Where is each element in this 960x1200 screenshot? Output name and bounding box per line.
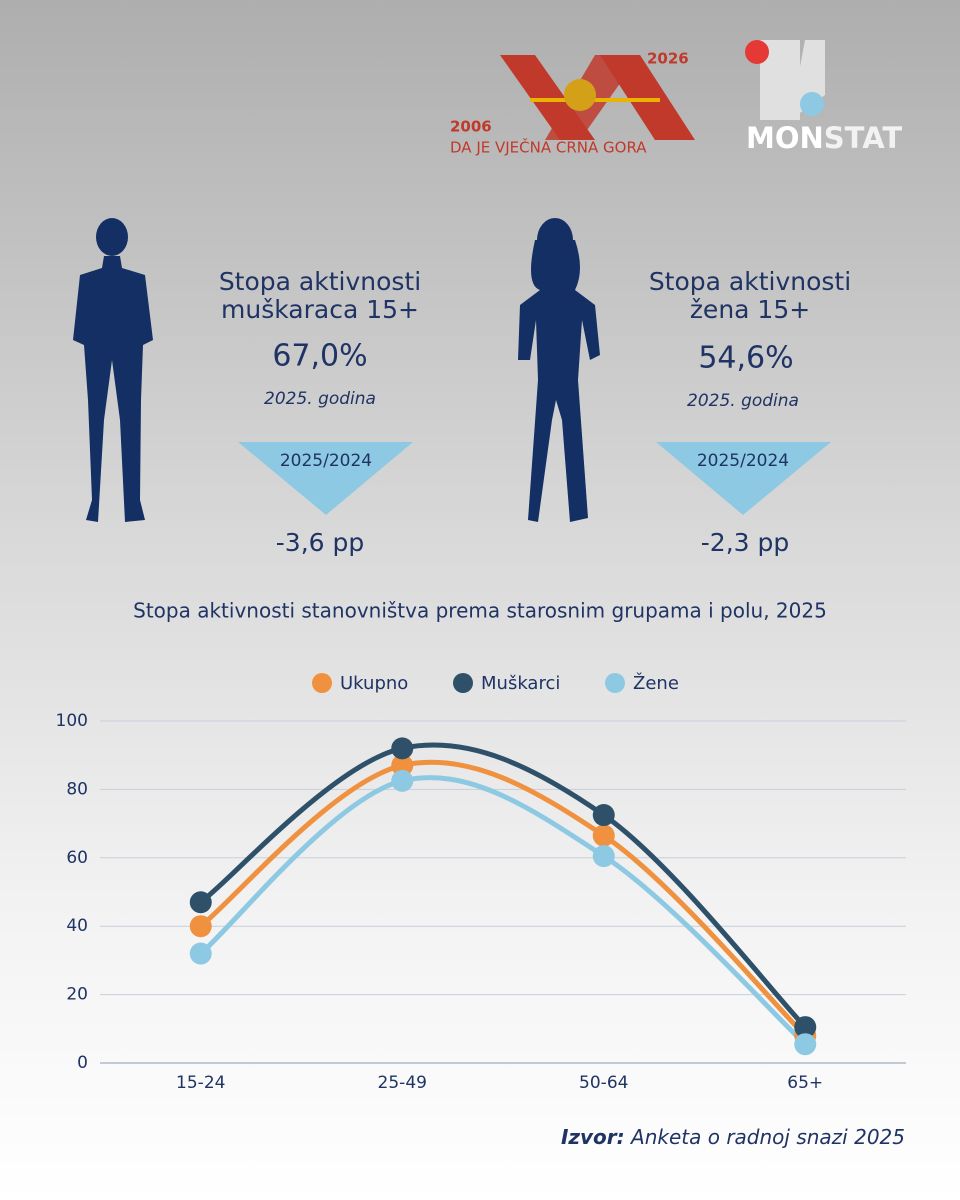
down-chevron [238, 442, 413, 515]
logo-year: 2006 [450, 118, 492, 136]
data-point [592, 804, 615, 827]
stat-title: Stopa aktivnosti [219, 267, 421, 296]
data-point [189, 915, 212, 938]
stat-comparison: 2025/2024 [697, 451, 789, 471]
data-point [391, 769, 414, 792]
stat-value: 67,0% [272, 339, 367, 374]
woman-silhouette [518, 218, 600, 522]
x-tick-label: 50-64 [579, 1073, 628, 1093]
stat-title: muškaraca 15+ [221, 295, 419, 324]
stat-change: -2,3 pp [701, 528, 789, 557]
logo-text: MONSTAT [746, 121, 902, 155]
x-tick-label: 15-24 [176, 1073, 225, 1093]
jubilee-logo: 2006 2026 DA JE VJEČNA CRNA GORA [450, 50, 695, 157]
stat-value: 54,6% [698, 341, 793, 376]
stat-change: -3,6 pp [276, 528, 364, 557]
data-point [592, 845, 615, 868]
stat-title: žena 15+ [690, 295, 810, 324]
logo-motto: DA JE VJEČNA CRNA GORA [450, 138, 647, 157]
legend-marker [605, 673, 625, 693]
x-tick-label: 65+ [787, 1073, 823, 1093]
legend-label: Žene [633, 672, 679, 694]
data-point [592, 824, 615, 847]
data-point [794, 1033, 817, 1056]
source: Izvor: Anketa o radnoj snazi 2025 [561, 1125, 905, 1149]
stat-year: 2025. godina [687, 391, 799, 411]
y-tick-label: 60 [66, 848, 88, 868]
data-point [189, 942, 212, 965]
stat-comparison: 2025/2024 [280, 451, 372, 471]
data-point [391, 754, 414, 777]
legend-label: Muškarci [481, 673, 560, 694]
data-point [794, 1016, 817, 1039]
series-line [199, 775, 807, 1047]
logo-year: 2026 [647, 50, 689, 68]
source-label: Izvor: [561, 1125, 625, 1149]
logo-text-part: MON [746, 121, 824, 155]
y-tick-label: 20 [66, 985, 88, 1005]
series-line [199, 759, 808, 1038]
down-chevron [656, 442, 831, 515]
man-silhouette [73, 218, 153, 522]
y-tick-label: 80 [66, 779, 88, 799]
legend-marker [312, 673, 332, 693]
y-tick-label: 40 [66, 916, 88, 936]
legend-label: Ukupno [340, 673, 408, 694]
chart-title: Stopa aktivnosti stanovništva prema star… [133, 599, 827, 623]
stat-year: 2025. godina [264, 389, 376, 409]
source-text: Anketa o radnoj snazi 2025 [629, 1125, 905, 1149]
x-tick-label: 25-49 [378, 1073, 427, 1093]
data-point [391, 737, 414, 760]
data-point [189, 891, 212, 914]
monstat-logo: MONSTAT [745, 40, 902, 155]
y-tick-label: 100 [56, 711, 88, 731]
legend-marker [453, 673, 473, 693]
logo-text-part: STAT [824, 121, 903, 155]
series-line [199, 742, 808, 1029]
y-tick-label: 0 [77, 1053, 88, 1073]
stat-title: Stopa aktivnosti [649, 267, 851, 296]
